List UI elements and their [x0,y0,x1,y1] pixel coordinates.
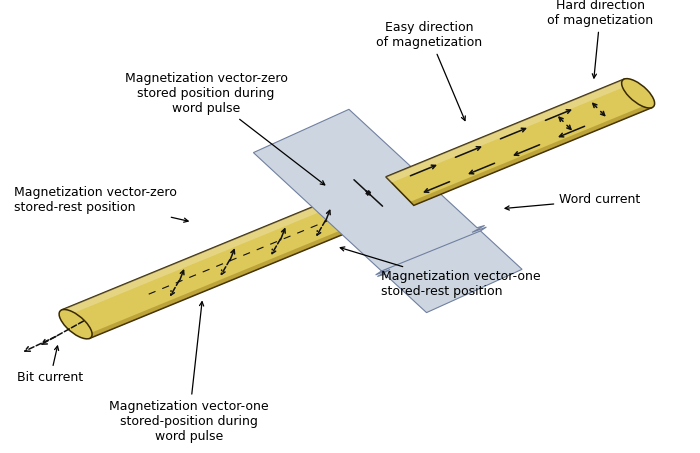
Polygon shape [62,195,369,338]
Polygon shape [386,79,630,183]
Polygon shape [341,177,391,201]
Ellipse shape [59,309,92,339]
Text: Magnetization vector-zero
stored-rest position: Magnetization vector-zero stored-rest po… [14,186,188,222]
Ellipse shape [622,79,654,108]
Polygon shape [62,195,346,316]
Polygon shape [386,79,652,205]
Text: Easy direction
of magnetization: Easy direction of magnetization [376,21,482,120]
Text: Magnetization vector-one
stored-position during
word pulse: Magnetization vector-one stored-position… [109,302,269,443]
Text: Magnetization vector-one
stored-rest position: Magnetization vector-one stored-rest pos… [340,247,540,298]
Polygon shape [86,220,369,338]
Text: Hard direction
of magnetization: Hard direction of magnetization [547,0,654,78]
Text: Magnetization vector-zero
stored position during
word pulse: Magnetization vector-zero stored positio… [125,72,325,185]
Polygon shape [253,109,486,276]
Polygon shape [341,177,414,224]
Text: Word current: Word current [505,193,640,210]
Polygon shape [382,228,522,313]
Ellipse shape [362,185,393,215]
Polygon shape [410,104,652,205]
Polygon shape [365,202,414,224]
Text: Bit current: Bit current [18,346,83,384]
